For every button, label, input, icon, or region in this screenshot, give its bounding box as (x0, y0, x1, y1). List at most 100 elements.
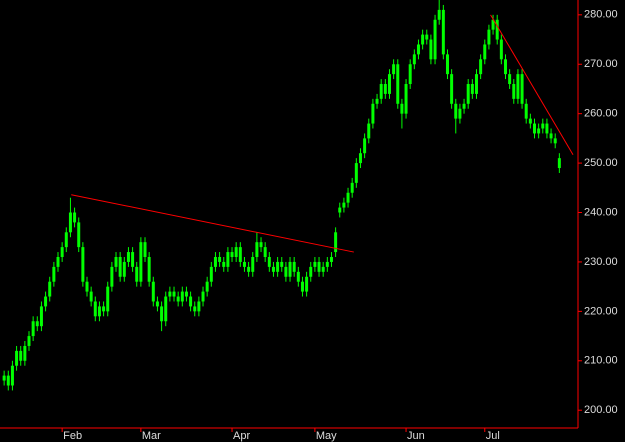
candle-body (226, 252, 230, 267)
candle-body (201, 291, 205, 302)
y-tick-label: 230.00 (584, 256, 618, 268)
candle-body (416, 44, 420, 55)
y-tick-label: 250.00 (584, 157, 618, 169)
candle-body (445, 54, 449, 75)
candle-body (450, 74, 454, 104)
candle-body (441, 9, 445, 55)
candle-body (176, 296, 180, 302)
candle-body (404, 84, 408, 114)
x-tick-label: Apr (233, 430, 250, 442)
candle-body (126, 252, 130, 262)
candle-body (184, 291, 188, 297)
candle-body (85, 281, 89, 292)
candle-body (338, 207, 342, 213)
candle-body (545, 123, 549, 134)
candle-body (135, 266, 139, 282)
candle-body (139, 242, 143, 282)
candle-body (532, 123, 536, 134)
candle-body (247, 266, 251, 272)
candle-body (429, 39, 433, 60)
candle-body (350, 182, 354, 193)
candle-body (122, 261, 126, 277)
candle-body (238, 247, 242, 262)
candle-body (23, 345, 27, 361)
candle-body (267, 256, 271, 267)
candle-body (358, 153, 362, 164)
candle-body (56, 256, 60, 267)
trendline (71, 194, 354, 253)
candle-body (44, 296, 48, 307)
candle-body (280, 261, 284, 267)
candle-body (508, 74, 512, 85)
candle-body (305, 276, 309, 292)
candle-body (549, 133, 553, 139)
candle-body (251, 256, 255, 272)
candle-body (255, 242, 259, 257)
candle-body (259, 242, 263, 248)
candle-body (437, 9, 441, 20)
candle-body (528, 118, 532, 124)
candle-body (234, 247, 238, 257)
candle-body (131, 252, 135, 267)
candle-body (114, 256, 118, 267)
candle-body (276, 261, 280, 272)
candle-body (375, 98, 379, 104)
x-tick-label: May (316, 430, 337, 442)
candle-body (495, 19, 499, 40)
candle-body (557, 158, 561, 169)
candle-body (271, 266, 275, 272)
candle-body (537, 128, 541, 134)
candle-body (425, 34, 429, 40)
candle-body (487, 29, 491, 45)
candle-body (462, 103, 466, 109)
candle-body (512, 84, 516, 99)
candle-body (81, 247, 85, 282)
candle-body (93, 301, 97, 317)
candle-body (242, 261, 246, 267)
candle-body (491, 19, 495, 30)
candle-body (52, 266, 56, 282)
x-tick-label: Feb (63, 430, 82, 442)
candle-body (296, 271, 300, 282)
candle-body (68, 212, 72, 233)
candle-body (309, 266, 313, 277)
candle-body (6, 375, 10, 386)
candle-body (209, 266, 213, 282)
candle-body (363, 138, 367, 154)
candle-body (499, 39, 503, 60)
candle-body (400, 103, 404, 114)
candle-body (342, 202, 346, 208)
candle-body (516, 74, 520, 99)
candle-body (143, 242, 147, 257)
candle-body (458, 108, 462, 119)
y-tick-label: 270.00 (584, 58, 618, 70)
y-tick-label: 260.00 (584, 108, 618, 120)
candle-body (421, 34, 425, 45)
candle-body (392, 64, 396, 75)
x-tick-label: Mar (142, 430, 161, 442)
candle-body (288, 261, 292, 277)
candle-body (15, 350, 19, 366)
candle-body (329, 256, 333, 262)
y-tick-label: 280.00 (584, 9, 618, 21)
candle-body (263, 247, 267, 257)
candle-body (367, 123, 371, 139)
candle-body (110, 266, 114, 287)
candle-body (454, 103, 458, 119)
candle-body (168, 291, 172, 297)
candle-body (313, 261, 317, 267)
candle-body (334, 232, 338, 253)
candle-body (479, 59, 483, 75)
candle-body (97, 306, 101, 317)
candle-body (317, 261, 321, 272)
candle-body (64, 232, 68, 248)
candle-body (60, 247, 64, 257)
candle-body (102, 306, 106, 312)
candle-body (73, 212, 77, 223)
candle-body (346, 192, 350, 203)
candle-body (524, 103, 528, 119)
candle-body (292, 261, 296, 272)
